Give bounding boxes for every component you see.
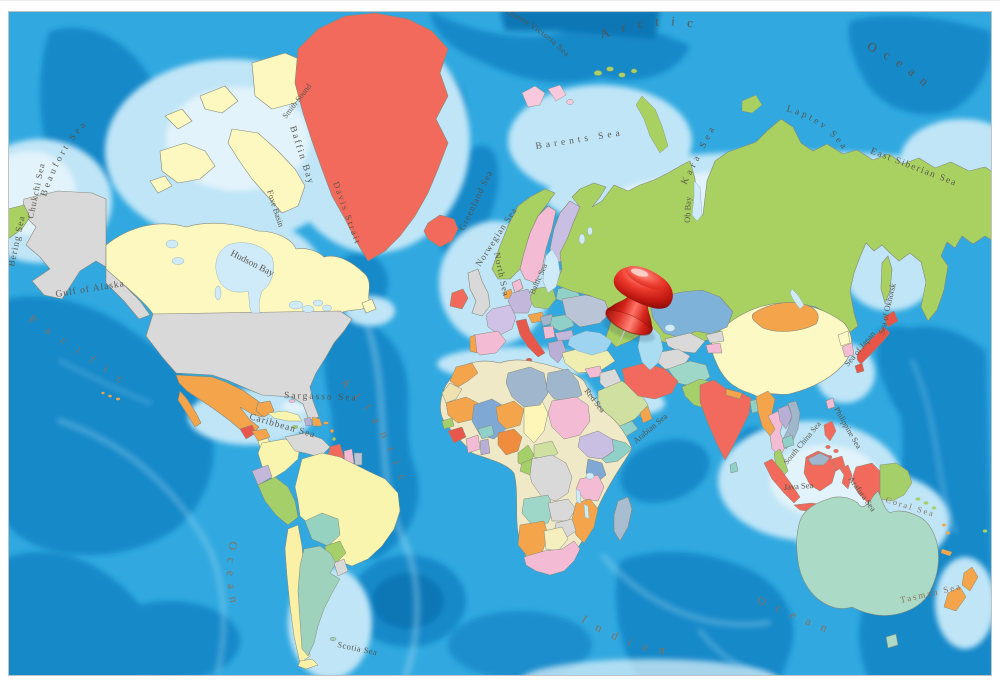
islands-caribbean (267, 399, 337, 457)
countries-se-asia (755, 390, 801, 478)
country-madagascar (613, 496, 633, 542)
islands-indonesia (763, 450, 913, 521)
country-mongolia (751, 302, 819, 332)
islands-hawaii (101, 391, 120, 401)
country-argentina (297, 545, 341, 657)
country-brazil (294, 452, 401, 567)
country-new-zealand (943, 566, 979, 612)
islands-canadian-arctic (149, 52, 377, 314)
landmasses (8, 12, 992, 670)
country-norway (491, 188, 556, 280)
country-australia (796, 490, 939, 616)
country-india (699, 379, 752, 461)
sea-label-pacific-ocean: Ocean (224, 541, 243, 612)
region-baja (177, 390, 202, 428)
islands-arctic-russia (593, 66, 763, 154)
islands-oceania (915, 497, 988, 556)
countries-europe-small (469, 267, 613, 364)
country-russia-chukotka-west (8, 204, 31, 240)
pushpin-icon (605, 265, 673, 348)
countries-south-america (251, 432, 401, 670)
country-sweden (519, 205, 557, 284)
country-uk (467, 268, 491, 317)
country-iceland (423, 214, 459, 248)
map-area: Bering Sea Chukchi Sea Beaufort Sea Gulf… (8, 11, 992, 676)
islands-svalbard (521, 84, 574, 108)
country-denmark (511, 278, 524, 294)
sea-label-sargasso-sea: Sargasso Sea (284, 391, 358, 404)
country-mexico (175, 374, 269, 435)
country-alaska (21, 190, 107, 300)
ocean-ridge-texture (57, 323, 958, 676)
countries-south-asia-small (725, 388, 761, 474)
sea-label-java-sea: Java Sea (783, 480, 813, 492)
pushpin-specular (630, 268, 649, 277)
country-greenland (294, 12, 449, 262)
island-tasmania (885, 633, 899, 649)
countries-east-asia (825, 310, 899, 410)
countries-africa (441, 362, 633, 576)
island-sakhalin (880, 255, 893, 304)
sea-label-ob-bay: Ob Bay (682, 196, 693, 223)
map-frame-border (8, 11, 992, 676)
country-ireland (449, 288, 469, 310)
